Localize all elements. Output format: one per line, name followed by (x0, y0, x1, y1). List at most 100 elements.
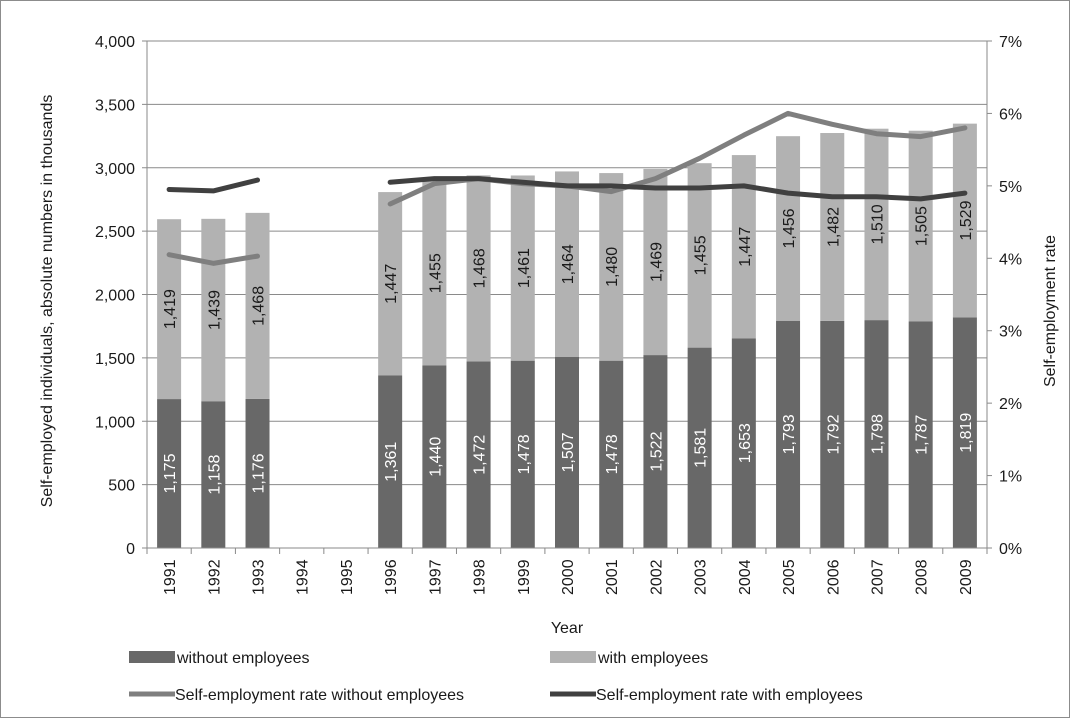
bar-with-employees (952, 123, 977, 318)
y-tick-label: 500 (108, 478, 135, 495)
bar-data-label: 1,158 (206, 454, 223, 494)
bar-data-label: 1,522 (648, 431, 665, 471)
y2-tick-label: 7% (999, 34, 1022, 51)
x-tick-label: 1998 (472, 559, 489, 595)
y-tick-label: 2,000 (95, 288, 135, 305)
bar-data-label: 1,468 (251, 286, 268, 326)
bar-data-label: 1,461 (516, 248, 533, 288)
legend-label: without employees (176, 650, 310, 667)
bar-data-label: 1,793 (781, 414, 798, 454)
x-tick-label: 2005 (781, 559, 798, 595)
bar-data-label: 1,510 (869, 204, 886, 244)
legend-label: Self-employment rate without employees (175, 687, 464, 704)
x-tick-label: 1994 (295, 559, 312, 595)
bar-data-label: 1,505 (914, 206, 931, 246)
bar-data-label: 1,507 (560, 432, 577, 472)
bar-without-employees (908, 321, 933, 548)
bar-without-employees (687, 347, 712, 548)
y2-tick-label: 1% (999, 469, 1022, 486)
x-tick-label: 1996 (383, 559, 400, 595)
line-rate-with-employees (166, 177, 261, 194)
x-tick-label: 2007 (869, 559, 886, 595)
bar-data-label: 1,176 (251, 453, 268, 493)
y2-tick-label: 2% (999, 396, 1022, 413)
y-axis-title: Self-employed individuals, absolute numb… (39, 95, 56, 508)
y2-tick-label: 3% (999, 324, 1022, 341)
x-tick-label: 2004 (737, 559, 754, 595)
y-tick-label: 1,000 (95, 414, 135, 431)
x-tick-label: 1991 (162, 559, 179, 595)
bar-with-employees (201, 218, 226, 402)
x-tick-label: 1995 (339, 559, 356, 595)
line-rate-without-employees (166, 252, 261, 266)
bar-with-employees (864, 128, 889, 321)
bar-without-employees (864, 320, 889, 548)
bar-with-employees (776, 136, 801, 321)
y2-tick-label: 6% (999, 106, 1022, 123)
x-tick-label: 2003 (693, 559, 710, 595)
bar-data-label: 1,480 (604, 247, 621, 287)
bar-with-employees (908, 130, 933, 322)
bar-data-label: 1,472 (472, 435, 489, 475)
line-rate-with-employees (387, 176, 968, 202)
bar-without-employees (952, 317, 977, 548)
bar-without-employees (245, 398, 270, 548)
bar-without-employees (555, 356, 579, 548)
bar-without-employees (201, 401, 226, 548)
bar-with-employees (599, 173, 624, 361)
bar-data-label: 1,175 (162, 453, 179, 493)
bar-with-employees (643, 168, 668, 356)
y2-axis-title: Self-employment rate (1042, 235, 1059, 387)
bar-with-employees (378, 192, 403, 376)
bar-data-label: 1,482 (825, 207, 842, 247)
bar-data-label: 1,447 (383, 264, 400, 304)
y-tick-label: 3,500 (95, 97, 135, 114)
x-tick-label: 2008 (914, 559, 931, 595)
x-tick-label: 1997 (427, 559, 444, 595)
bar-data-label: 1,419 (162, 289, 179, 329)
bar-data-label: 1,464 (560, 244, 577, 284)
bar-data-label: 1,455 (427, 253, 444, 293)
x-tick-label: 2009 (958, 559, 975, 595)
bar-data-label: 1,819 (958, 413, 975, 453)
axes (142, 40, 992, 554)
y-tick-label: 3,000 (95, 161, 135, 178)
bar-without-employees (510, 360, 535, 548)
x-tick-label: 2001 (604, 559, 621, 595)
y-tick-label: 2,500 (95, 224, 135, 241)
x-tick-label: 1992 (206, 559, 223, 595)
bar-with-employees (687, 163, 712, 348)
bar-without-employees (422, 365, 447, 548)
bar-data-label: 1,798 (869, 414, 886, 454)
bar-without-employees (731, 338, 756, 548)
bar-data-label: 1,529 (958, 200, 975, 240)
bar-data-label: 1,787 (914, 415, 931, 455)
y-tick-label: 1,500 (95, 351, 135, 368)
bar-data-label: 1,455 (693, 235, 710, 275)
bar-with-employees (510, 175, 535, 361)
bar-without-employees (820, 320, 845, 548)
tick-labels: 0 500 1,000 1,500 2,000 2,500 3,000 3,500 4,000 0… (95, 34, 1022, 595)
y2-tick-label: 5% (999, 179, 1022, 196)
y-tick-label: 4,000 (95, 34, 135, 51)
bar-data-label: 1,456 (781, 208, 798, 248)
bar-series: 1,175 1,419 1,158 1,439 1,176 1,468 1,361 1,447… (157, 123, 977, 548)
bar-data-label: 1,361 (383, 442, 400, 482)
x-axis-title: Year (551, 620, 584, 637)
x-tick-label: 2000 (560, 559, 577, 595)
y2-tick-label: 0% (999, 541, 1022, 558)
bar-data-label: 1,653 (737, 423, 754, 463)
bar-with-employees (422, 181, 447, 366)
bar-data-label: 1,468 (472, 248, 489, 288)
line-series (166, 110, 968, 266)
legend-label: with employees (597, 650, 708, 667)
bar-without-employees (599, 360, 624, 548)
bar-without-employees (466, 361, 491, 548)
bar-without-employees (643, 355, 668, 548)
bar-with-employees (157, 219, 182, 400)
bar-without-employees (378, 375, 403, 548)
bar-data-label: 1,439 (206, 290, 223, 330)
x-tick-label: 1993 (251, 559, 268, 595)
